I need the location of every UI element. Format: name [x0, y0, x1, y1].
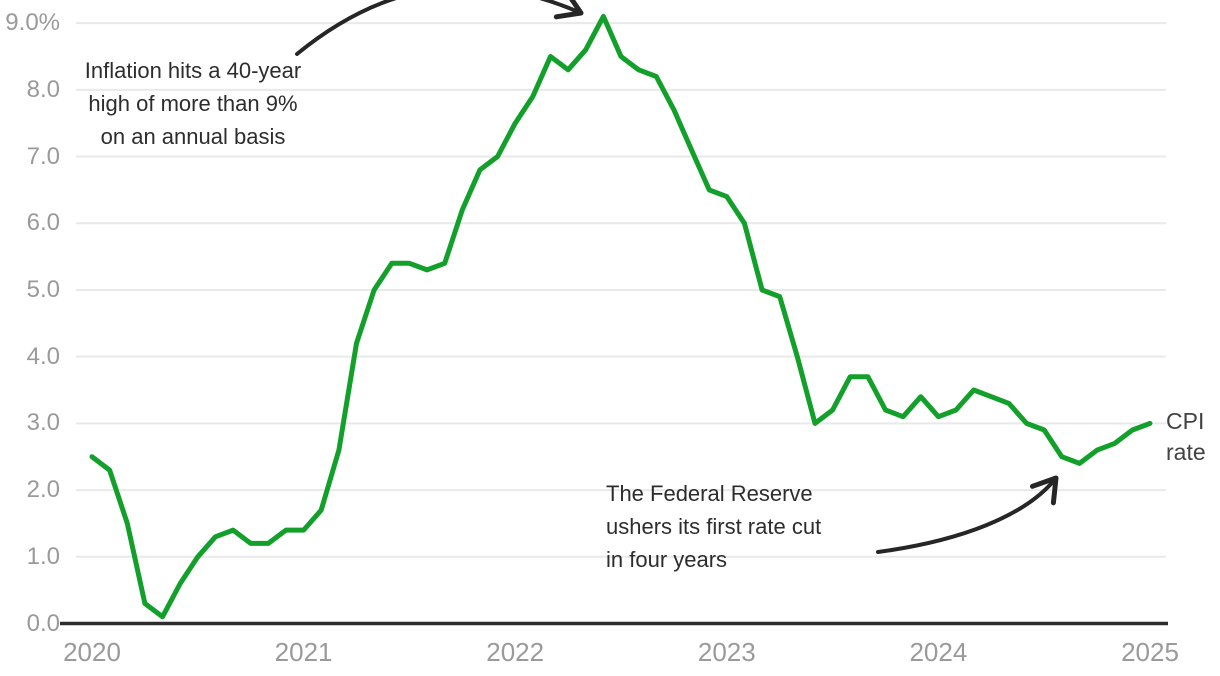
x-axis-tick-label: 2024 — [909, 637, 968, 667]
annotation-line: The Federal Reserve — [606, 481, 813, 506]
y-axis-tick-label: 3.0 — [26, 409, 60, 437]
y-axis-tick-label: 6.0 — [26, 209, 60, 237]
annotation-fed-rate-cut: The Federal Reserve ushers its first rat… — [606, 477, 821, 576]
series-label-line: CPI — [1166, 408, 1205, 434]
annotation-line: ushers its first rate cut — [606, 514, 822, 539]
peak-annotation-arrow-icon — [295, 0, 584, 56]
x-axis-tick-label: 2023 — [697, 637, 756, 667]
y-axis-tick-label: 0.0 — [26, 609, 60, 637]
series-label-cpi-rate: CPI rate — [1166, 406, 1206, 468]
y-axis-tick-label: 2.0 — [26, 476, 60, 504]
annotation-inflation-peak: Inflation hits a 40-year high of more th… — [85, 54, 301, 153]
annotation-line: high of more than 9% — [88, 91, 298, 116]
y-axis-tick-label: 8.0 — [26, 75, 60, 103]
x-axis-tick-label: 2022 — [486, 637, 545, 667]
y-axis-tick-label: 5.0 — [26, 275, 60, 303]
x-axis-tick-label: 2021 — [274, 637, 333, 667]
x-axis-tick-label: 2025 — [1121, 637, 1179, 667]
y-axis-tick-label: 1.0 — [26, 542, 60, 570]
y-axis-tick-label: 9.0% — [5, 9, 60, 37]
rate-cut-annotation-arrow-icon — [876, 475, 1059, 554]
x-axis-tick-label: 2020 — [63, 637, 121, 667]
y-axis-tick-label: 7.0 — [26, 142, 60, 170]
gridlines — [76, 22, 1166, 558]
annotation-line: Inflation hits a 40-year — [84, 58, 302, 83]
annotation-line: on an annual basis — [100, 124, 286, 149]
cpi-rate-line — [89, 13, 1153, 620]
annotation-line: in four years — [606, 547, 728, 572]
y-axis-tick-label: 4.0 — [26, 342, 60, 370]
series-label-line: rate — [1166, 439, 1206, 465]
